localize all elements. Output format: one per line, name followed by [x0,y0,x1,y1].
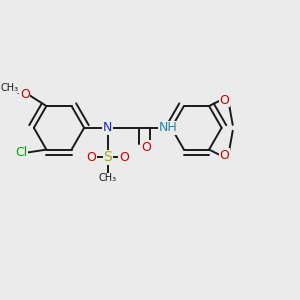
Text: O: O [220,94,230,106]
Text: O: O [220,149,230,162]
Text: O: O [142,140,152,154]
Text: CH₃: CH₃ [0,83,19,93]
Text: S: S [103,150,112,164]
Text: NH: NH [158,121,177,134]
Text: CH₃: CH₃ [99,173,117,183]
Text: O: O [119,151,129,164]
Text: N: N [103,121,112,134]
Text: Cl: Cl [15,146,27,159]
Text: O: O [20,88,30,101]
Text: O: O [87,151,96,164]
